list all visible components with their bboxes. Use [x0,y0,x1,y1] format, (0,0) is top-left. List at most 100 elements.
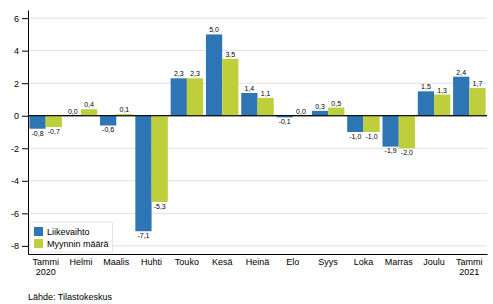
x-tick-label-line: Heinä [246,257,270,267]
x-tick: Joulu [423,257,445,267]
y-tick: 6 [14,14,28,24]
x-tick: Tammi2020 [32,257,59,277]
x-tick: Tammi2021 [456,257,483,277]
x-tick-label-line: Joulu [423,257,445,267]
y-tick-mark [22,148,28,149]
data-label: 0,1 [120,106,130,113]
grid-line [28,50,487,51]
bars [29,34,485,231]
x-tick-label-line: Kesä [212,257,233,267]
y-tick: -2 [11,144,28,154]
x-tick-label: Kesä [212,257,233,267]
source-text: Lähde: Tilastokeskus [28,292,113,302]
legend-item: Liikevaihto [34,227,90,237]
x-tick-label-line: Helmi [69,257,92,267]
data-label: 3,5 [225,51,235,58]
data-label: 1,1 [261,90,271,97]
legend-swatch [34,239,43,248]
legend-swatch [34,227,43,236]
x-tick-label: Syys [318,257,338,267]
x-tick: Huhti [141,257,162,267]
bar [241,93,257,116]
grid-line [28,18,487,19]
bar [418,91,434,115]
data-label: 0,0 [296,108,306,115]
data-label: 0,3 [315,103,325,110]
zero-line [28,115,487,116]
y-tick-label: 4 [14,46,19,56]
x-axis: Tammi2020HelmiMaalisHuhtiToukoKesäHeinäE… [29,255,488,278]
y-tick-mark [22,83,28,84]
data-label: -0,8 [32,130,44,137]
y-tick: 2 [14,79,28,89]
y-axis: -8-6-4-20246 [11,11,29,255]
x-tick-label: Maalis [103,257,130,267]
data-label: 1,7 [473,80,483,87]
x-tick-label: Marras [385,257,414,267]
x-tick: Touko [175,257,199,267]
y-tick: -4 [11,176,28,186]
x-tick: Heinä [246,257,270,267]
x-tick-label-line: Touko [175,257,199,267]
y-tick-mark [22,181,28,182]
bar [81,109,97,116]
x-tick: Marras [385,257,414,267]
data-label: 0,4 [84,101,94,108]
y-tick-mark [22,18,28,19]
bar [363,116,379,132]
bar [100,116,116,126]
y-tick-mark [22,213,28,214]
y-tick: 4 [14,46,28,56]
x-tick-label-line: Tammi [456,257,483,267]
y-tick: -8 [11,241,28,251]
x-tick-label-line: Loka [354,257,374,267]
data-label: -2,0 [401,149,413,156]
y-tick-label: -2 [11,144,19,154]
y-tick: -6 [11,209,28,219]
data-label: -0,7 [48,128,60,135]
x-tick-label-line: 2021 [459,267,479,277]
chart: -8-6-4-20246Tammi2020HelmiMaalisHuhtiTou… [0,0,493,304]
data-label: -5,3 [154,203,166,210]
data-label: -0,1 [279,118,291,125]
x-tick-label-line: 2020 [36,267,56,277]
data-label: 2,3 [190,70,200,77]
x-tick-label: Joulu [423,257,445,267]
y-axis-line [28,11,29,255]
y-tick-label: -4 [11,176,19,186]
bar [222,59,238,116]
data-label: -1,9 [385,147,397,154]
legend-label: Myynnin määrä [47,239,109,249]
x-tick: Kesä [212,257,233,267]
legend-label: Liikevaihto [47,227,90,237]
bar [382,116,398,147]
x-tick-label: Elo [286,257,299,267]
data-label: 2,4 [456,69,466,76]
data-label: 1,3 [437,87,447,94]
bar [434,95,450,116]
x-tick: Elo [286,257,299,267]
data-label: 5,0 [209,26,219,33]
bar [135,116,151,231]
data-label: -1,0 [349,133,361,140]
x-axis-line [29,254,488,255]
x-tick-label: Loka [354,257,374,267]
bar [312,111,328,116]
grid-line [28,83,487,84]
x-tick-label: Huhti [141,257,162,267]
x-tick-label-line: Syys [318,257,338,267]
zero-line [28,115,487,116]
grid-line [28,213,487,214]
x-tick: Loka [354,257,374,267]
x-tick-label: Heinä [246,257,270,267]
x-tick-label-line: Maalis [103,257,130,267]
data-label: 1,5 [421,83,431,90]
y-tick-label: 2 [14,79,19,89]
x-tick-label: Tammi2020 [32,257,59,277]
legend: Liikevaihto Myynnin määrä [30,222,113,252]
bar [328,108,344,116]
data-label: 0,0 [68,108,78,115]
data-label: 0,5 [331,100,341,107]
data-label: 1,4 [245,85,255,92]
bar [453,77,469,116]
